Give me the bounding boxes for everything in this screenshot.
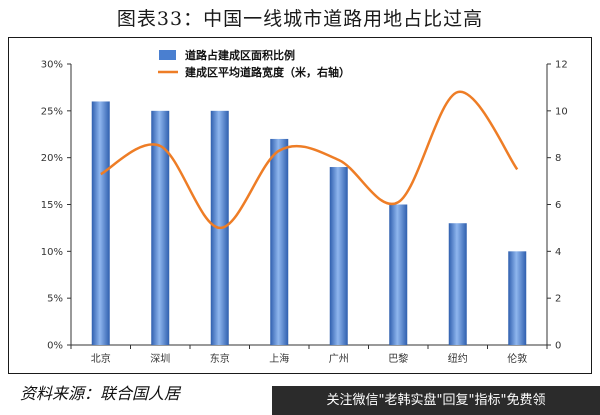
line-series-path xyxy=(100,90,519,230)
x-tick-label: 北京 xyxy=(91,352,111,365)
legend: 道路占建成区面积比例 建成区平均道路宽度（米，右轴） xyxy=(158,48,350,79)
line-series xyxy=(100,90,519,230)
bar xyxy=(389,204,408,345)
y-left-tick-label: 30% xyxy=(41,60,63,71)
y-right-tick-label: 6 xyxy=(555,200,561,211)
y-left-tick-label: 0% xyxy=(47,341,63,352)
bar xyxy=(151,110,170,345)
figure-title: 图表33：中国一线城市道路用地占比过高 xyxy=(116,8,484,30)
y-left-tick-label: 20% xyxy=(41,153,63,164)
footer-banner: 关注微信"老韩实盘"回复"指标"免费领 xyxy=(272,386,600,415)
x-tick-label: 东京 xyxy=(210,352,230,365)
y-left-tick-label: 10% xyxy=(41,247,63,258)
legend-bar-swatch xyxy=(159,50,176,60)
bar xyxy=(508,251,527,345)
legend-line-label: 建成区平均道路宽度（米，右轴） xyxy=(185,65,350,79)
bar-series xyxy=(91,101,527,345)
y-right-tick-label: 0 xyxy=(555,341,561,352)
bar xyxy=(91,101,110,345)
y-right-tick-label: 12 xyxy=(555,60,568,71)
legend-bar-label: 道路占建成区面积比例 xyxy=(185,48,295,62)
bar xyxy=(448,223,467,345)
y-left-tick-label: 25% xyxy=(41,106,63,117)
y-right-tick-label: 4 xyxy=(555,247,561,258)
x-tick-label: 上海 xyxy=(269,352,289,365)
combo-chart: 0% 5% 10% 15% 20% 25% 30% 0 2 4 6 8 10 12 北京 深圳 东京 上海 广州 巴黎… xyxy=(41,48,568,366)
y-right-tick-label: 8 xyxy=(555,153,561,164)
chart-frame: 0% 5% 10% 15% 20% 25% 30% 0 2 4 6 8 10 12 北京 深圳 东京 上海 广州 巴黎… xyxy=(8,37,592,374)
x-tick-label: 巴黎 xyxy=(388,352,408,365)
x-tick-label: 伦敦 xyxy=(507,352,527,365)
x-tick-label: 深圳 xyxy=(150,353,170,365)
x-tick-label: 纽约 xyxy=(448,352,468,365)
y-left-tick-label: 15% xyxy=(41,200,63,211)
y-right-tick-label: 10 xyxy=(555,106,568,117)
source-note: 资料来源：联合国人居 xyxy=(20,384,181,403)
bar xyxy=(270,138,289,345)
axes: 0% 5% 10% 15% 20% 25% 30% 0 2 4 6 8 10 12 北京 深圳 东京 上海 广州 巴黎… xyxy=(41,60,568,366)
x-tick-label: 广州 xyxy=(329,353,349,365)
y-right-tick-label: 2 xyxy=(555,294,561,305)
y-left-tick-label: 5% xyxy=(47,294,63,305)
bar xyxy=(329,167,348,345)
